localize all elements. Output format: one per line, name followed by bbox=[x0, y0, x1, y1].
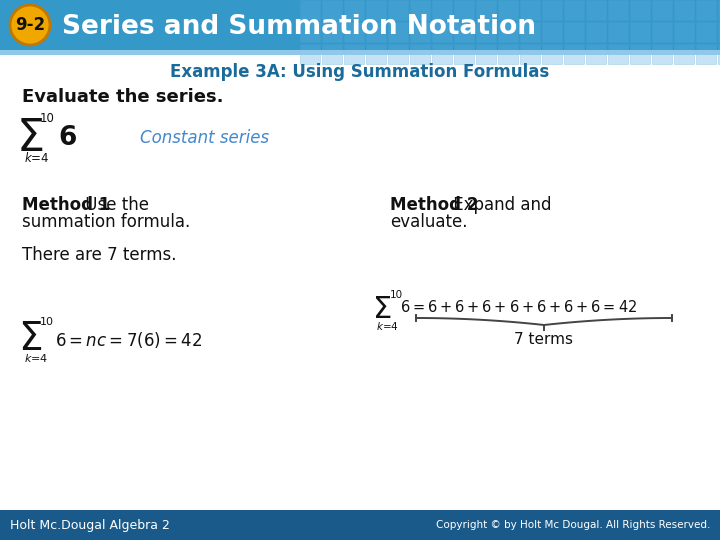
Bar bbox=[520, 44, 540, 64]
Circle shape bbox=[10, 5, 50, 45]
Bar bbox=[432, 22, 452, 42]
Bar bbox=[410, 44, 430, 64]
Text: evaluate.: evaluate. bbox=[390, 213, 467, 231]
Bar bbox=[388, 0, 408, 20]
Bar bbox=[564, 0, 584, 20]
Bar bbox=[586, 0, 606, 20]
Text: $\Sigma$: $\Sigma$ bbox=[18, 321, 42, 359]
Bar bbox=[476, 44, 496, 64]
Text: Holt Mc.Dougal Algebra 2: Holt Mc.Dougal Algebra 2 bbox=[10, 518, 170, 531]
Text: summation formula.: summation formula. bbox=[22, 213, 190, 231]
Bar bbox=[674, 44, 694, 64]
Bar bbox=[674, 0, 694, 20]
Bar bbox=[520, 22, 540, 42]
Text: $k$=4: $k$=4 bbox=[24, 151, 50, 165]
Bar bbox=[344, 0, 364, 20]
Bar bbox=[630, 44, 650, 64]
Bar bbox=[476, 22, 496, 42]
Bar bbox=[366, 0, 386, 20]
Bar bbox=[652, 22, 672, 42]
Bar bbox=[454, 44, 474, 64]
Bar bbox=[608, 22, 628, 42]
Bar bbox=[410, 0, 430, 20]
Text: Series and Summation Notation: Series and Summation Notation bbox=[62, 14, 536, 40]
Bar bbox=[300, 0, 320, 20]
Bar bbox=[498, 44, 518, 64]
Bar bbox=[630, 22, 650, 42]
Bar bbox=[410, 22, 430, 42]
Text: Method 2: Method 2 bbox=[390, 196, 478, 214]
Text: $k$=4: $k$=4 bbox=[376, 320, 399, 332]
Bar bbox=[542, 22, 562, 42]
Bar bbox=[344, 44, 364, 64]
Text: $6=6+6+6+6+6+6+6=42$: $6=6+6+6+6+6+6+6=42$ bbox=[400, 299, 637, 315]
Bar bbox=[718, 0, 720, 20]
Text: Example 3A: Using Summation Formulas: Example 3A: Using Summation Formulas bbox=[171, 63, 549, 81]
Bar bbox=[696, 0, 716, 20]
Text: $\Sigma$: $\Sigma$ bbox=[17, 117, 44, 160]
Text: $k$=4: $k$=4 bbox=[24, 352, 48, 364]
Text: $\Sigma$: $\Sigma$ bbox=[372, 294, 392, 326]
Text: 10: 10 bbox=[390, 290, 403, 300]
Bar bbox=[0, 510, 720, 540]
Text: 6: 6 bbox=[58, 125, 76, 151]
Bar bbox=[608, 0, 628, 20]
Bar bbox=[344, 22, 364, 42]
Bar bbox=[586, 22, 606, 42]
Bar bbox=[608, 44, 628, 64]
Text: Use the: Use the bbox=[80, 196, 149, 214]
Bar bbox=[564, 44, 584, 64]
Bar bbox=[0, 55, 720, 510]
Bar bbox=[718, 22, 720, 42]
Bar bbox=[630, 0, 650, 20]
Bar bbox=[498, 22, 518, 42]
Text: 9-2: 9-2 bbox=[15, 16, 45, 34]
Text: Method 1: Method 1 bbox=[22, 196, 110, 214]
Bar bbox=[388, 44, 408, 64]
Bar bbox=[300, 22, 320, 42]
Bar bbox=[322, 44, 342, 64]
Bar bbox=[322, 0, 342, 20]
Bar bbox=[388, 22, 408, 42]
Bar bbox=[586, 44, 606, 64]
Bar bbox=[564, 22, 584, 42]
Bar bbox=[652, 44, 672, 64]
Text: $6 = nc = 7(6) = 42$: $6 = nc = 7(6) = 42$ bbox=[55, 330, 202, 350]
Text: Constant series: Constant series bbox=[140, 129, 269, 147]
Bar bbox=[454, 22, 474, 42]
Bar bbox=[476, 0, 496, 20]
Bar bbox=[0, 0, 720, 50]
Bar bbox=[674, 22, 694, 42]
Bar bbox=[542, 44, 562, 64]
Bar bbox=[454, 0, 474, 20]
Text: Expand and: Expand and bbox=[448, 196, 552, 214]
Bar bbox=[366, 44, 386, 64]
Text: Evaluate the series.: Evaluate the series. bbox=[22, 88, 223, 106]
Bar bbox=[498, 0, 518, 20]
Text: There are 7 terms.: There are 7 terms. bbox=[22, 246, 176, 264]
Bar bbox=[432, 44, 452, 64]
Bar bbox=[718, 44, 720, 64]
Bar bbox=[322, 22, 342, 42]
Bar bbox=[542, 0, 562, 20]
Bar bbox=[432, 0, 452, 20]
Text: 10: 10 bbox=[40, 111, 55, 125]
Text: Copyright © by Holt Mc Dougal. All Rights Reserved.: Copyright © by Holt Mc Dougal. All Right… bbox=[436, 520, 710, 530]
Text: 10: 10 bbox=[40, 317, 54, 327]
Text: 7 terms: 7 terms bbox=[515, 332, 574, 347]
Bar bbox=[696, 22, 716, 42]
Bar bbox=[696, 44, 716, 64]
Bar bbox=[652, 0, 672, 20]
Bar bbox=[0, 50, 720, 55]
Bar bbox=[300, 44, 320, 64]
Bar bbox=[366, 22, 386, 42]
Bar bbox=[520, 0, 540, 20]
